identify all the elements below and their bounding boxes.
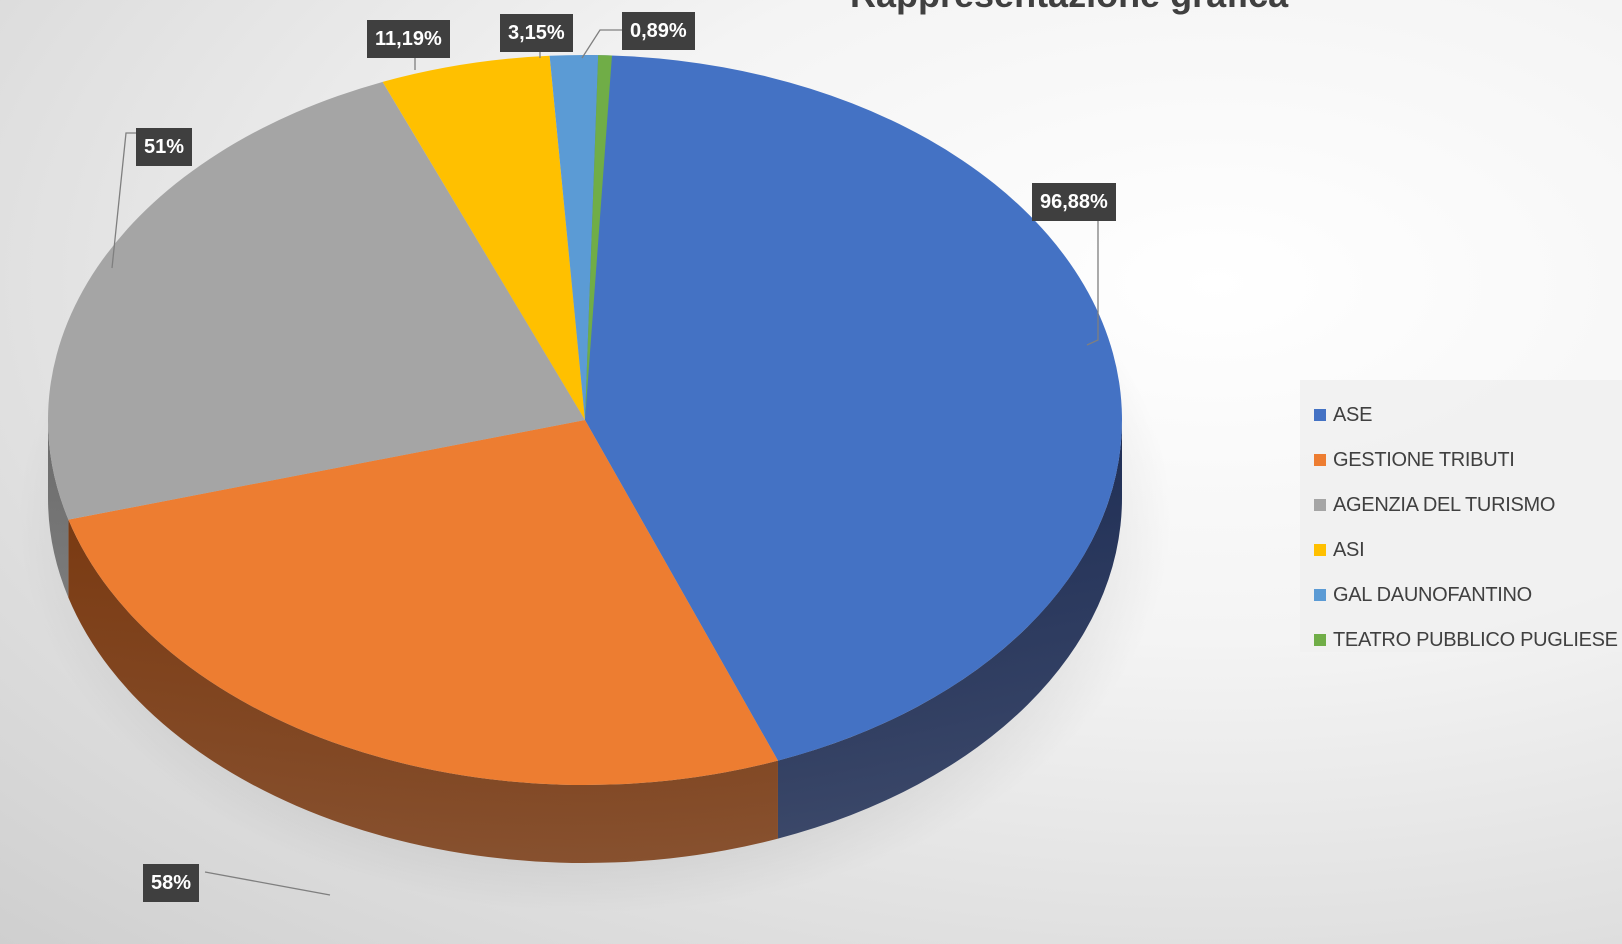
data-label-asi: 11,19% [367, 20, 450, 58]
legend-label: GAL DAUNOFANTINO [1333, 583, 1532, 606]
legend-label: AGENZIA DEL TURISMO [1333, 493, 1556, 516]
leader-line-ase [1086, 220, 1099, 346]
legend: ASE GESTIONE TRIBUTI AGENZIA DEL TURISMO AS… [1300, 380, 1622, 652]
legend-item-asi: ASI [1314, 535, 1365, 565]
legend-swatch [1314, 454, 1326, 466]
legend-item-teatro-pubblico-pugliese: TEATRO PUBBLICO PUGLIESE [1314, 625, 1618, 655]
leader-line-gestione-tributi [204, 871, 331, 896]
legend-item-gal-daunofantino: GAL DAUNOFANTINO [1314, 580, 1532, 610]
pie-slice-asi [382, 55, 585, 421]
data-label-gal-daunofantino: 3,15% [500, 14, 573, 52]
legend-label: ASI [1333, 538, 1365, 561]
pie-slice-ase [585, 55, 1123, 761]
pie-slice-gal-daunofantino [549, 54, 599, 420]
legend-label: TEATRO PUBBLICO PUGLIESE [1333, 628, 1618, 651]
pie-slice-teatro-pubblico-pugliese [585, 55, 612, 420]
leader-line-agenzia-del-turismo [111, 132, 136, 269]
legend-swatch [1314, 499, 1326, 511]
legend-label: GESTIONE TRIBUTI [1333, 448, 1515, 471]
legend-item-gestione-tributi: GESTIONE TRIBUTI [1314, 445, 1515, 475]
legend-item-ase: ASE [1314, 400, 1372, 430]
legend-item-agenzia-del-turismo: AGENZIA DEL TURISMO [1314, 490, 1555, 520]
legend-swatch [1314, 634, 1326, 646]
legend-swatch [1314, 409, 1326, 421]
data-label-ase: 96,88% [1032, 183, 1116, 221]
chart-title: Rappresentazione grafica [850, 0, 1370, 16]
legend-swatch [1314, 544, 1326, 556]
leader-line-teatro-pubblico-pugliese [581, 29, 622, 59]
pie-side-agenzia-del-turismo [48, 420, 69, 598]
pie-slice-agenzia-del-turismo [48, 81, 586, 520]
pie-side-ase [777, 420, 1122, 839]
legend-label: ASE [1333, 403, 1373, 426]
pie-slice-gestione-tributi [68, 420, 778, 786]
pie-side-gestione-tributi [68, 519, 778, 863]
data-label-gestione-tributi: 58% [143, 864, 200, 902]
data-label-teatro-pubblico-pugliese: 0,89% [622, 12, 695, 50]
legend-swatch [1314, 589, 1326, 601]
data-label-agenzia-del-turismo: 51% [136, 128, 193, 166]
